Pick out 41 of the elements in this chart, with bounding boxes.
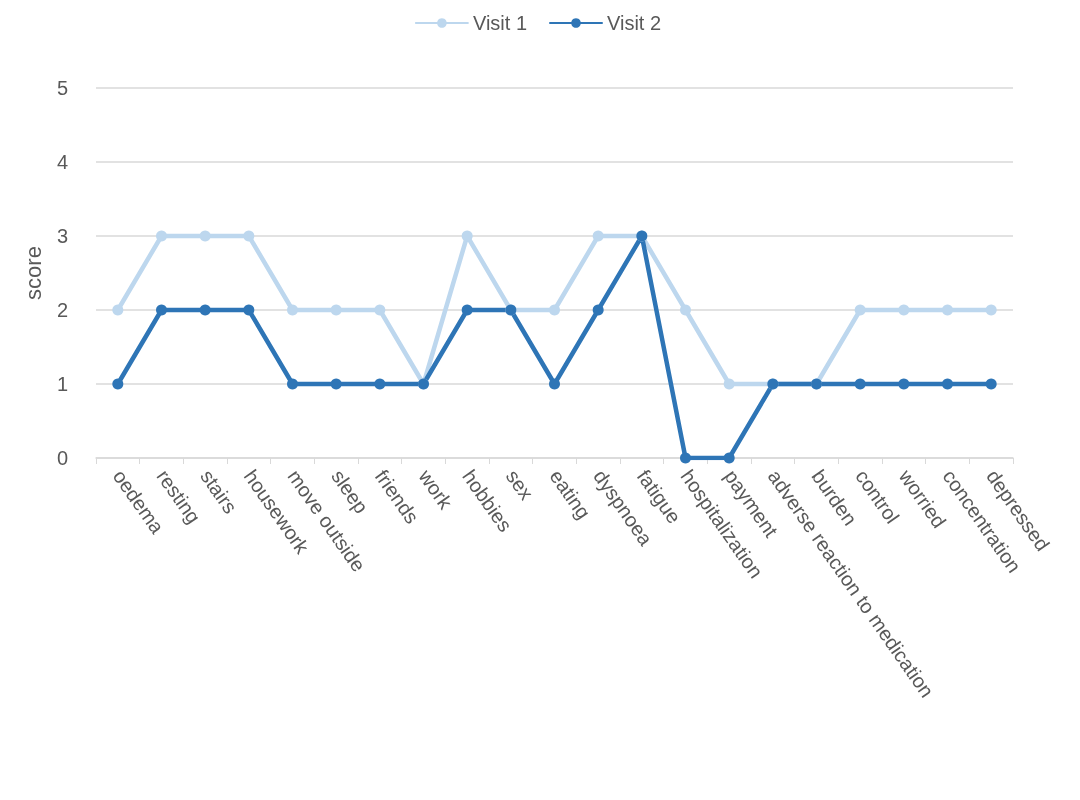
point — [156, 304, 167, 316]
point — [592, 230, 604, 242]
point — [549, 304, 560, 316]
point — [549, 378, 560, 390]
point — [680, 304, 691, 316]
point — [723, 452, 735, 464]
point — [898, 378, 910, 390]
point — [985, 304, 997, 316]
point — [461, 304, 473, 316]
y-tick-label: 3 — [56, 225, 68, 247]
point — [287, 304, 298, 316]
point — [592, 304, 604, 316]
point — [330, 304, 342, 316]
point — [898, 304, 910, 316]
y-tick-label: 1 — [56, 373, 68, 395]
point — [112, 304, 124, 316]
point — [199, 230, 211, 242]
point — [287, 378, 298, 390]
point — [243, 230, 255, 242]
point — [854, 378, 866, 390]
point — [156, 230, 167, 242]
y-tick-label: 2 — [56, 299, 68, 321]
y-tick-label: 4 — [56, 151, 68, 173]
point — [461, 230, 473, 242]
point — [243, 304, 255, 316]
point — [374, 304, 386, 316]
point — [112, 378, 124, 390]
legend-label: Visit 1 — [472, 12, 528, 34]
point — [723, 378, 735, 390]
point — [199, 304, 211, 316]
point — [985, 378, 997, 390]
point — [854, 304, 866, 316]
y-axis-title: score — [20, 246, 46, 300]
point — [942, 378, 953, 390]
legend-label: Visit 2 — [607, 12, 662, 34]
point — [374, 378, 386, 390]
point — [330, 378, 342, 390]
y-tick-label: 0 — [56, 447, 68, 469]
point — [680, 452, 691, 464]
point — [942, 304, 953, 316]
y-tick-label: 5 — [56, 77, 68, 99]
